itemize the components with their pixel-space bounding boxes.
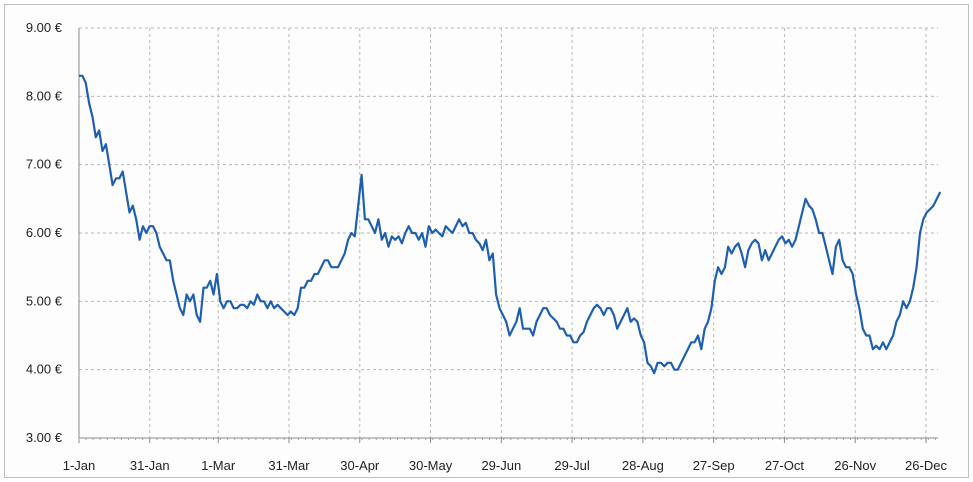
x-tick-label: 31-Mar — [268, 458, 310, 473]
axes — [78, 28, 938, 443]
x-tick-label: 30-May — [409, 458, 453, 473]
y-tick-label: 6.00 € — [26, 225, 63, 240]
y-tick-label: 5.00 € — [26, 293, 63, 308]
y-tick-label: 4.00 € — [26, 362, 63, 377]
series-line — [79, 74, 942, 375]
y-tick-label: 8.00 € — [26, 88, 63, 103]
y-axis-tick-labels: 3.00 € 4.00 € 5.00 € 6.00 € 7.00 € 8.00 € 9.00… — [26, 20, 63, 445]
x-tick-label: 26-Dec — [905, 458, 947, 473]
x-axis-tick-labels: 1-Jan 31-Jan 1-Mar 31-Mar 30-Apr 30-May 29-Jun… — [63, 458, 948, 473]
x-tick-label: 29-Jul — [554, 458, 590, 473]
x-tick-label: 31-Jan — [130, 458, 170, 473]
x-gridlines — [149, 28, 927, 438]
x-tick-label: 29-Jun — [481, 458, 521, 473]
y-tick-label: 3.00 € — [26, 430, 63, 445]
x-tick-label: 28-Aug — [622, 458, 664, 473]
y-tick-label: 9.00 € — [26, 20, 63, 35]
x-tick-label: 1-Jan — [63, 458, 96, 473]
x-tick-label: 30-Apr — [340, 458, 380, 473]
y-gridlines — [79, 27, 938, 371]
x-tick-label: 26-Nov — [834, 458, 876, 473]
series-group — [79, 74, 942, 375]
y-tick-label: 7.00 € — [26, 157, 63, 172]
x-tick-label: 27-Oct — [765, 458, 804, 473]
x-tick-label: 1-Mar — [201, 458, 236, 473]
x-tick-label: 27-Sep — [693, 458, 735, 473]
